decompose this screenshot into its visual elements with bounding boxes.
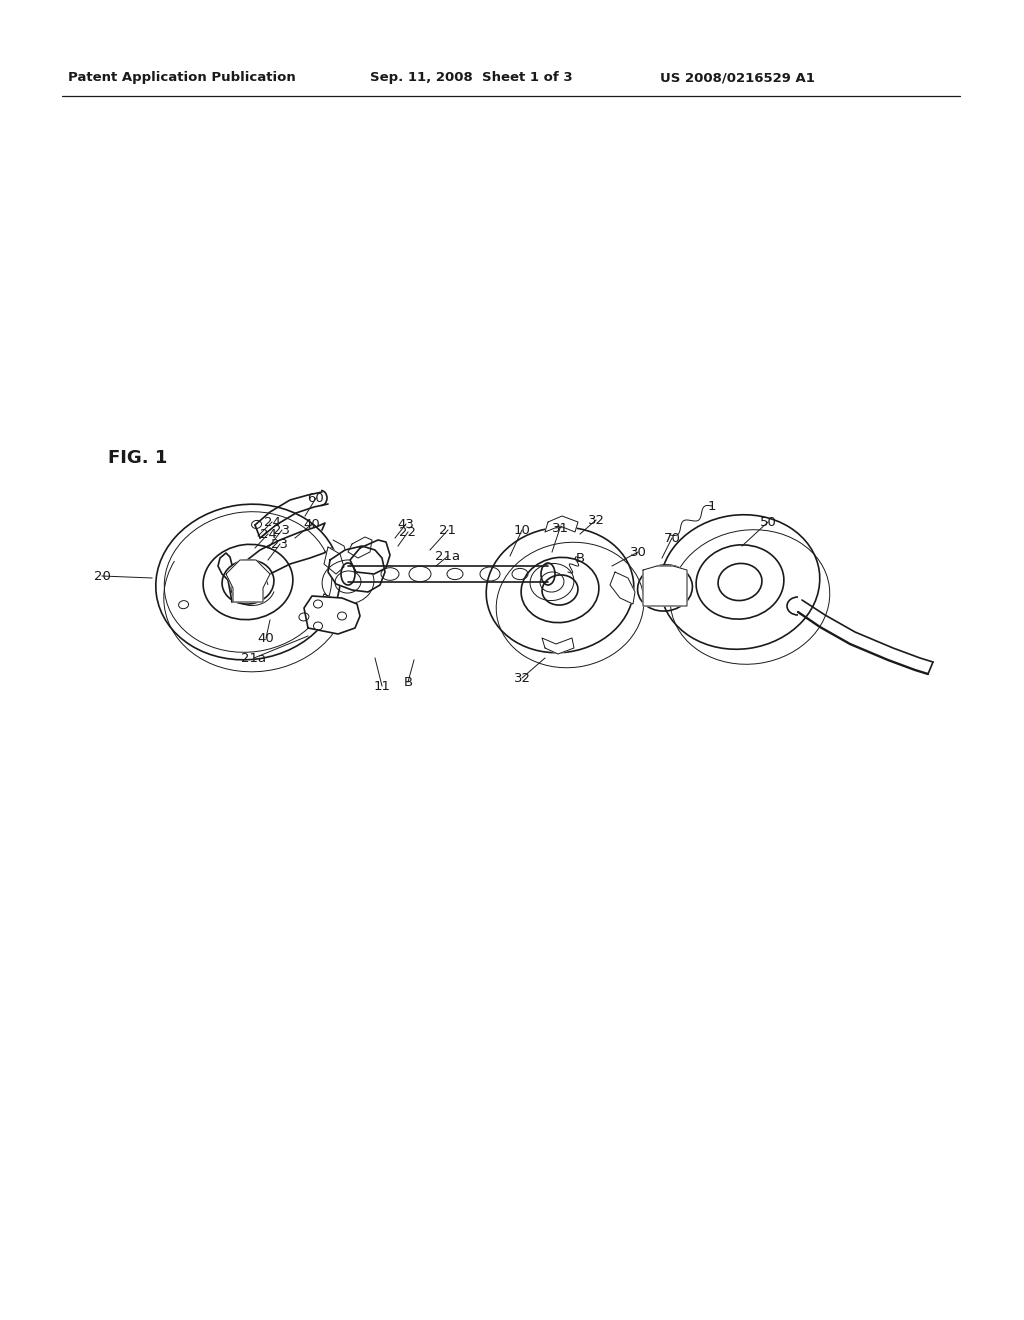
Polygon shape [348, 537, 372, 558]
Polygon shape [545, 516, 578, 532]
Text: 23: 23 [273, 524, 291, 536]
Text: 11: 11 [374, 680, 390, 693]
Polygon shape [610, 572, 635, 605]
Text: FIG. 1: FIG. 1 [108, 449, 167, 467]
Polygon shape [350, 540, 390, 574]
Text: 32: 32 [513, 672, 530, 685]
Text: 40: 40 [304, 517, 321, 531]
Polygon shape [643, 566, 687, 606]
Polygon shape [324, 546, 344, 574]
Text: 22: 22 [399, 525, 417, 539]
Polygon shape [542, 638, 574, 653]
Text: 23: 23 [271, 537, 289, 550]
Text: 20: 20 [93, 569, 111, 582]
Polygon shape [226, 560, 270, 602]
Text: 24: 24 [263, 516, 281, 528]
Text: B: B [403, 676, 413, 689]
Text: Sep. 11, 2008  Sheet 1 of 3: Sep. 11, 2008 Sheet 1 of 3 [370, 71, 572, 84]
Text: 24: 24 [259, 528, 276, 540]
Text: 21a: 21a [242, 652, 266, 664]
Polygon shape [304, 597, 360, 634]
Text: 70: 70 [664, 532, 680, 544]
Text: 60: 60 [307, 491, 325, 504]
Text: 1: 1 [708, 499, 716, 512]
Text: 31: 31 [552, 521, 568, 535]
Text: 32: 32 [588, 513, 604, 527]
Text: 21: 21 [439, 524, 457, 536]
Text: 43: 43 [397, 517, 415, 531]
Text: 10: 10 [514, 524, 530, 536]
Text: 40: 40 [258, 631, 274, 644]
Text: 21a: 21a [435, 549, 461, 562]
Text: US 2008/0216529 A1: US 2008/0216529 A1 [660, 71, 815, 84]
Polygon shape [328, 546, 385, 591]
Text: Patent Application Publication: Patent Application Publication [68, 71, 296, 84]
Text: B: B [575, 552, 585, 565]
Text: 30: 30 [630, 545, 646, 558]
Text: 50: 50 [760, 516, 776, 528]
